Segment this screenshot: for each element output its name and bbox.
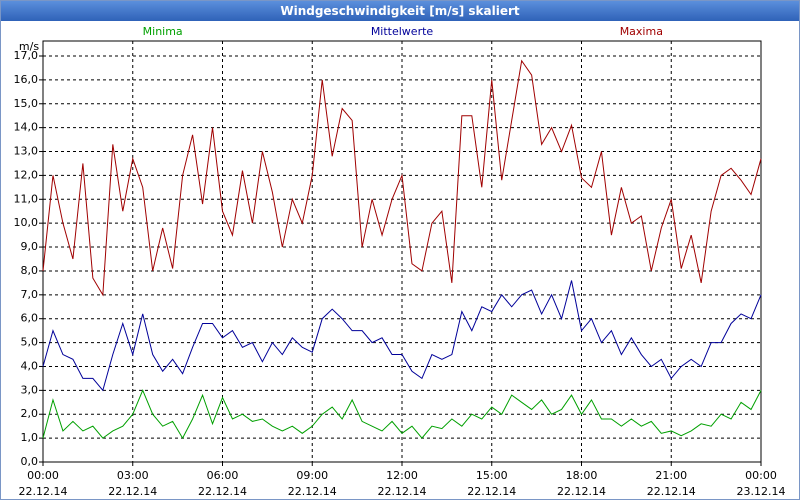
y-tick-label: 8,0 bbox=[21, 264, 39, 277]
series-line bbox=[42, 280, 762, 392]
y-unit: m/s bbox=[19, 40, 39, 53]
x-tick-label: 18:00 bbox=[566, 469, 598, 482]
y-tick-label: 6,0 bbox=[21, 312, 39, 325]
x-tick-label: 00:00 bbox=[745, 469, 777, 482]
x-tick-label: 03:00 bbox=[117, 469, 149, 482]
x-tick-label: 06:00 bbox=[207, 469, 239, 482]
y-tick-label: 2,0 bbox=[21, 407, 39, 420]
y-tick-label: 7,0 bbox=[21, 288, 39, 301]
x-tick-date: 22.12.14 bbox=[108, 485, 157, 498]
legend-label: Minima bbox=[143, 25, 183, 38]
title-bar: Windgeschwindigkeit [m/s] skaliert bbox=[1, 1, 799, 21]
series-line bbox=[42, 59, 762, 297]
legend-label: Maxima bbox=[620, 25, 663, 38]
x-tick-label: 12:00 bbox=[386, 469, 418, 482]
x-tick-date: 23.12.14 bbox=[737, 485, 786, 498]
legend-label: Mittelwerte bbox=[371, 25, 434, 38]
x-tick-label: 15:00 bbox=[476, 469, 508, 482]
y-tick-label: 15,0 bbox=[14, 97, 39, 110]
x-tick-date: 22.12.14 bbox=[557, 485, 606, 498]
x-tick-date: 22.12.14 bbox=[288, 485, 337, 498]
y-tick-label: 9,0 bbox=[21, 240, 39, 253]
x-tick-date: 22.12.14 bbox=[378, 485, 427, 498]
x-tick-label: 21:00 bbox=[655, 469, 687, 482]
x-tick-date: 22.12.14 bbox=[647, 485, 696, 498]
y-tick-label: 0,0 bbox=[21, 455, 39, 468]
y-tick-label: 14,0 bbox=[14, 121, 39, 134]
x-tick-date: 22.12.14 bbox=[467, 485, 516, 498]
y-tick-label: 5,0 bbox=[21, 336, 39, 349]
x-tick-label: 09:00 bbox=[296, 469, 328, 482]
x-tick-date: 22.12.14 bbox=[198, 485, 247, 498]
y-tick-label: 12,0 bbox=[14, 168, 39, 181]
x-tick-label: 00:00 bbox=[27, 469, 59, 482]
y-tick-label: 16,0 bbox=[14, 73, 39, 86]
y-tick-label: 10,0 bbox=[14, 216, 39, 229]
chart: m/s 0,0 1,0 2,0 3,0 4,0 5,0 6,0 7,0 8,0 9,0 10,0 11… bbox=[14, 25, 786, 498]
y-tick-label: 11,0 bbox=[14, 192, 39, 205]
y-tick-label: 3,0 bbox=[21, 383, 39, 396]
x-tick-date: 22.12.14 bbox=[19, 485, 68, 498]
y-tick-label: 4,0 bbox=[21, 359, 39, 372]
y-tick-label: 1,0 bbox=[21, 431, 39, 444]
y-tick-label: 17,0 bbox=[14, 49, 39, 62]
series-line bbox=[42, 389, 762, 440]
y-tick-label: 13,0 bbox=[14, 145, 39, 158]
